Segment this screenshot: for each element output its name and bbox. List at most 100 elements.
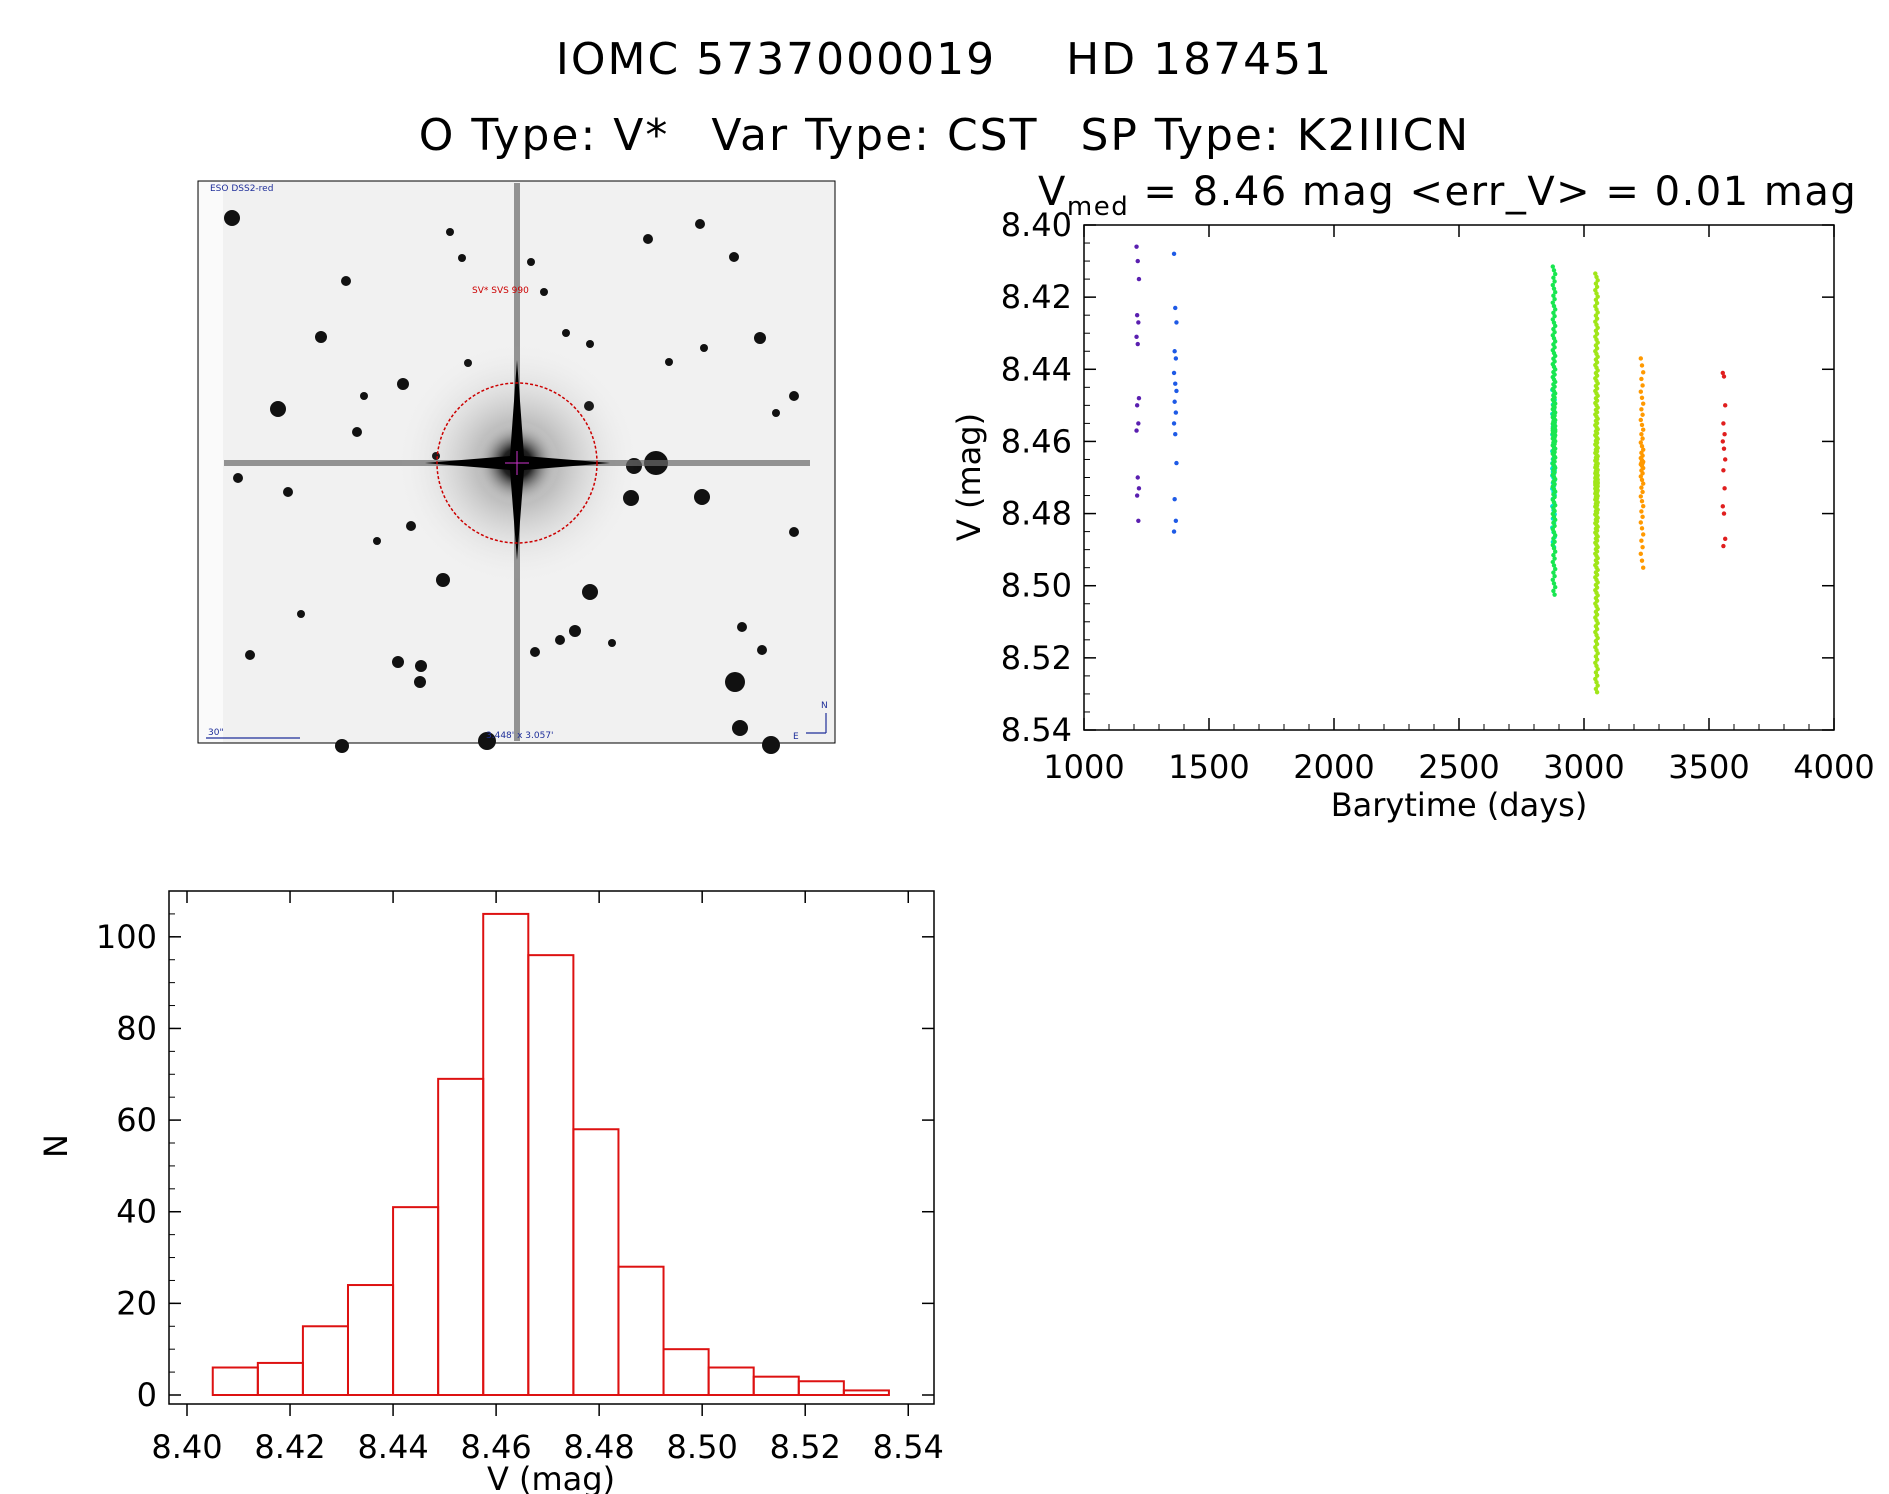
lc-point — [1551, 552, 1556, 558]
lc-point — [1595, 666, 1600, 672]
hist-xtick-label: 8.42 — [254, 1428, 325, 1466]
lc-point — [1638, 494, 1644, 499]
field-star — [732, 720, 748, 736]
lc-point — [1595, 683, 1600, 688]
lc-point — [1551, 303, 1557, 309]
field-star — [586, 340, 594, 348]
lc-point — [1720, 370, 1726, 376]
lc-point — [1721, 421, 1726, 426]
scale-label: 30" — [208, 728, 224, 738]
lc-point — [1551, 546, 1557, 551]
field-star — [245, 650, 255, 660]
field-star — [270, 401, 286, 417]
field-star — [754, 332, 766, 344]
hist-xtick-label: 8.52 — [770, 1428, 841, 1466]
lc-point — [1552, 313, 1557, 319]
lc-ytick-label: 8.40 — [1001, 206, 1072, 244]
field-star — [360, 392, 368, 400]
hist-bar — [392, 1206, 440, 1397]
field-star — [562, 329, 570, 337]
lc-point — [1553, 533, 1558, 538]
lc-point — [1171, 251, 1177, 257]
field-star — [373, 537, 381, 545]
field-star — [446, 228, 454, 236]
lc-point — [1173, 432, 1178, 437]
hist-ylabel: N — [37, 1134, 75, 1158]
lc-point — [1639, 407, 1644, 412]
lc-point — [1640, 383, 1645, 388]
lc-point — [1174, 388, 1179, 394]
lc-point — [1552, 539, 1557, 544]
lc-point — [1552, 556, 1557, 561]
hist-ytick-label: 60 — [116, 1101, 157, 1139]
lc-point — [1722, 486, 1727, 491]
lc-xtick-label: 2500 — [1418, 748, 1499, 786]
lc-point — [1552, 592, 1557, 597]
lc-point — [1641, 532, 1646, 537]
lc-point — [1553, 271, 1558, 277]
lc-point — [1173, 518, 1179, 523]
lc-point — [1551, 563, 1557, 568]
lc-point — [1134, 403, 1140, 408]
field-star — [540, 288, 548, 296]
hist-xtick-label: 8.44 — [357, 1428, 428, 1466]
lc-point — [1594, 690, 1600, 695]
lc-point — [1639, 422, 1645, 428]
lc-point — [1641, 503, 1646, 509]
lc-ytick-label: 8.42 — [1001, 278, 1072, 316]
object-title: IOMC 5737000019 HD 187451 — [0, 34, 1889, 85]
lc-point — [1553, 307, 1558, 312]
lc-point — [1550, 264, 1556, 269]
lc-point — [1551, 310, 1556, 316]
lc-point — [1638, 551, 1644, 557]
lc-point — [1723, 403, 1728, 408]
lc-point — [1595, 278, 1600, 283]
hist-bar — [752, 1375, 800, 1397]
lc-point — [1594, 673, 1600, 678]
lc-point — [1640, 412, 1645, 417]
field-star — [555, 635, 565, 645]
field-star — [397, 378, 409, 390]
lc-point — [1135, 258, 1140, 264]
lc-point — [1638, 520, 1644, 525]
lc-point — [1721, 543, 1726, 549]
lc-point — [1171, 529, 1177, 534]
lc-point — [1551, 293, 1556, 298]
lc-point — [1638, 440, 1644, 445]
lc-point — [1639, 485, 1644, 490]
lc-point — [1552, 573, 1557, 579]
field-star — [335, 739, 349, 753]
sky-left-strip — [199, 182, 223, 742]
lc-point — [1639, 395, 1645, 400]
hist-xtick-label: 8.48 — [564, 1428, 635, 1466]
lc-point — [1551, 286, 1557, 291]
hist-bar — [842, 1389, 890, 1397]
lc-point — [1136, 518, 1141, 523]
compass-n-label: N — [821, 701, 828, 711]
hist-xtick-label: 8.54 — [873, 1428, 944, 1466]
hist-ytick-label: 0 — [137, 1376, 157, 1414]
field-star — [283, 487, 293, 497]
hist-bar — [301, 1325, 349, 1396]
field-star — [527, 258, 535, 266]
object-id: IOMC 5737000019 — [555, 34, 997, 85]
lc-point — [1173, 410, 1179, 415]
field-star — [582, 584, 598, 600]
lc-point — [1550, 559, 1556, 565]
field-star — [315, 331, 327, 343]
lc-point — [1136, 486, 1142, 491]
lc-point — [1174, 320, 1179, 325]
lc-point — [1641, 427, 1646, 432]
lc-xtick-label: 1000 — [1043, 748, 1124, 786]
var-type: Var Type: CST — [711, 110, 1039, 161]
hist-ytick-label: 20 — [116, 1284, 157, 1322]
lc-point — [1720, 439, 1726, 444]
field-star — [406, 521, 416, 531]
lc-point — [1552, 279, 1557, 284]
lc-ytick-label: 8.48 — [1001, 495, 1072, 533]
lc-point — [1640, 436, 1645, 441]
lc-point — [1136, 421, 1141, 426]
field-star — [530, 647, 540, 657]
